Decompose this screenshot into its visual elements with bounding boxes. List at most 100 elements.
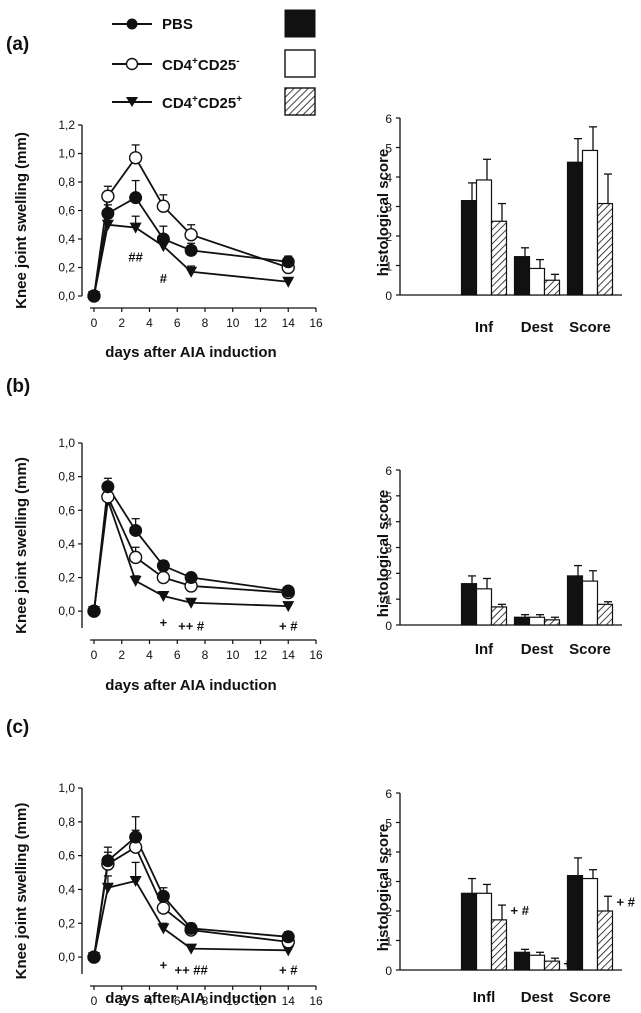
x-tick-label: 0 <box>91 994 98 1008</box>
x-tick-label: 16 <box>309 648 323 662</box>
bar-chart-b: 0 1 2 3 4 5 6 histological score Inf Dest Score <box>375 464 622 658</box>
data-point-triangle <box>282 276 295 288</box>
x-tick-label: 6 <box>174 316 181 330</box>
y-tick-label: 0,6 <box>58 204 75 218</box>
y-tick-label: 0 <box>385 964 392 978</box>
significance-annotation: + # <box>279 618 298 633</box>
significance-annotation: + # <box>279 963 298 978</box>
data-point-triangle <box>157 591 170 603</box>
y-tick-label: 0,8 <box>58 815 75 829</box>
bar <box>596 202 614 296</box>
legend-bar-open <box>284 49 316 78</box>
bar <box>543 279 561 296</box>
panel-label-b: (b) <box>6 376 30 397</box>
open-circle-marker <box>125 57 139 71</box>
series-line <box>93 499 289 612</box>
y-tick-label: 6 <box>385 464 392 478</box>
x-tick-label: 14 <box>282 648 296 662</box>
x-tick-label: 8 <box>202 994 209 1008</box>
y-tick-label: 2 <box>385 567 392 581</box>
data-point-filled-circle <box>129 191 143 205</box>
x-tick-label: 2 <box>118 316 125 330</box>
panel-label-a: (a) <box>6 34 29 55</box>
y-axis-title: Knee joint swelling (mm) <box>13 803 30 980</box>
x-tick-label: 14 <box>282 316 296 330</box>
x-tick-label: 6 <box>174 994 181 1008</box>
category-label: Dest <box>521 641 554 658</box>
data-point-triangle <box>129 222 142 234</box>
data-point-open-circle <box>156 199 171 213</box>
y-tick-label: 4 <box>385 846 392 860</box>
significance-annotation: ## <box>128 250 143 265</box>
x-tick-label: 4 <box>146 994 153 1008</box>
x-axis-title: days after AIA induction <box>105 344 276 361</box>
data-point-filled-circle <box>87 604 101 618</box>
y-tick-label: 4 <box>385 171 392 185</box>
significance-annotation: ++ # <box>178 618 205 633</box>
x-tick-label: 12 <box>254 994 268 1008</box>
bar <box>460 583 478 626</box>
y-tick-label: 0,2 <box>58 261 75 275</box>
bar <box>475 588 493 626</box>
significance-annotation: + # <box>617 894 636 909</box>
data-point-filled-circle <box>87 950 101 964</box>
bar <box>566 161 584 296</box>
category-label: Dest <box>521 319 554 336</box>
x-tick-label: 0 <box>91 648 98 662</box>
category-label: Inf <box>475 641 494 658</box>
legend-label-pbs: PBS <box>162 16 193 33</box>
legend-item-cd25-pos: CD4+CD25+ <box>112 87 316 116</box>
x-tick-label: 12 <box>254 648 268 662</box>
y-axis-title: histological score <box>375 490 392 618</box>
data-point-filled-circle <box>87 289 101 303</box>
data-point-triangle <box>282 601 295 613</box>
series-line <box>93 484 289 612</box>
x-tick-label: 8 <box>202 316 209 330</box>
bar <box>475 179 493 296</box>
y-tick-label: 0,2 <box>58 571 75 585</box>
bar-chart-c: 0 1 2 3 4 5 6 histological score Infl Dest Score + … <box>375 787 636 1006</box>
y-tick-label: 1 <box>385 593 392 607</box>
y-tick-label: 0 <box>385 289 392 303</box>
x-tick-label: 10 <box>226 316 240 330</box>
data-point-filled-circle <box>281 584 295 598</box>
series-line <box>93 835 289 958</box>
y-tick-label: 3 <box>385 542 392 556</box>
x-tick-label: 16 <box>309 316 323 330</box>
panel-label-c: (c) <box>6 717 29 738</box>
data-point-filled-circle <box>156 232 170 246</box>
y-tick-label: 4 <box>385 516 392 530</box>
y-tick-label: 1,2 <box>58 118 75 132</box>
y-tick-label: 0,0 <box>58 604 75 618</box>
data-point-filled-circle <box>101 854 115 868</box>
x-tick-label: 6 <box>174 648 181 662</box>
bar <box>490 919 508 971</box>
y-tick-label: 0,8 <box>58 470 75 484</box>
x-tick-label: 2 <box>118 994 125 1008</box>
bar <box>475 892 493 971</box>
data-point-filled-circle <box>184 921 198 935</box>
y-tick-label: 1,0 <box>58 147 75 161</box>
y-tick-label: 6 <box>385 112 392 126</box>
x-tick-label: 14 <box>282 994 296 1008</box>
x-tick-label: 4 <box>146 648 153 662</box>
filled-circle-marker <box>126 18 138 30</box>
bar <box>543 960 561 971</box>
bar <box>581 149 599 296</box>
y-axis-title: Knee joint swelling (mm) <box>13 132 30 309</box>
y-tick-label: 1,0 <box>58 781 75 795</box>
y-tick-label: 0,8 <box>58 175 75 189</box>
data-point-open-circle <box>101 189 115 203</box>
data-point-filled-circle <box>129 830 143 844</box>
y-axis-title: histological score <box>375 149 392 277</box>
legend-item-cd25-neg: CD4+CD25- <box>112 49 316 78</box>
data-point-triangle <box>185 597 198 609</box>
y-tick-label: 0,2 <box>58 916 75 930</box>
x-tick-label: 8 <box>202 648 209 662</box>
data-point-triangle <box>101 219 114 231</box>
category-label: Dest <box>521 989 554 1006</box>
filled-triangle-marker <box>126 97 138 107</box>
y-tick-label: 2 <box>385 230 392 244</box>
category-label: Score <box>569 319 611 336</box>
y-tick-label: 2 <box>385 905 392 919</box>
